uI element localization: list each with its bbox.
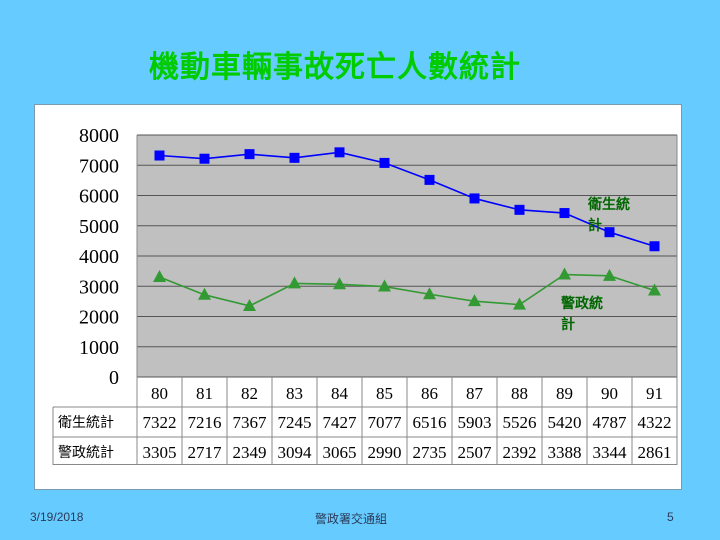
- table-row-header: 衛生統計: [58, 415, 114, 431]
- data-point: [154, 150, 165, 161]
- table-cell: 6516: [413, 413, 447, 432]
- x-tick-label: 90: [601, 384, 618, 403]
- table-cell: 5903: [458, 413, 492, 432]
- table-cell: 3305: [143, 443, 177, 462]
- data-point: [604, 227, 615, 238]
- table-cell: 7367: [233, 413, 268, 432]
- table-cell: 4787: [593, 413, 628, 432]
- table-cell: 2392: [503, 443, 537, 462]
- y-tick-label: 6000: [79, 186, 119, 208]
- table-cell: 7322: [143, 413, 177, 432]
- data-point: [559, 208, 570, 219]
- series-label: 衛生統: [587, 196, 630, 213]
- data-point: [288, 276, 301, 289]
- table-cell: 5526: [503, 413, 537, 432]
- table-cell: 2861: [638, 443, 672, 462]
- x-tick-label: 87: [466, 384, 484, 403]
- data-point: [603, 268, 616, 281]
- y-tick-label: 4000: [79, 246, 119, 268]
- x-tick-label: 91: [646, 384, 663, 403]
- x-tick-label: 82: [241, 384, 258, 403]
- y-tick-label: 8000: [79, 125, 119, 147]
- series-label: 警政統: [561, 295, 603, 312]
- table-cell: 2507: [458, 443, 493, 462]
- y-tick-label: 3000: [79, 276, 119, 298]
- footer-organization: 警政署交通組: [315, 512, 388, 526]
- table-cell: 3065: [323, 443, 357, 462]
- y-axis-ticks: 0 1000 2000 3000 4000 5000 6000 7000 8000: [79, 125, 119, 389]
- table-cell: 2735: [413, 443, 447, 462]
- x-tick-label: 86: [421, 384, 438, 403]
- series-line: [159, 273, 655, 307]
- page-number: 5: [667, 510, 674, 524]
- series-line: [159, 151, 655, 248]
- data-point: [333, 277, 346, 290]
- table-cell: 7216: [188, 413, 222, 432]
- table-cell: 5420: [548, 413, 582, 432]
- x-tick-label: 83: [286, 384, 303, 403]
- x-tick-label: 89: [556, 384, 573, 403]
- data-point: [648, 283, 661, 296]
- line-chart: 0 1000 2000 3000 4000 5000 6000 7000 8000 80 81 82…: [52, 125, 678, 465]
- data-point: [469, 193, 480, 204]
- data-point: [289, 152, 300, 163]
- y-tick-label: 0: [109, 367, 119, 389]
- data-point: [153, 270, 166, 283]
- data-point: [514, 204, 525, 215]
- table-row-header: 警政統計: [58, 445, 114, 461]
- chart-panel: 0 1000 2000 3000 4000 5000 6000 7000 8000 80 81 82…: [34, 104, 682, 490]
- data-point: [423, 287, 436, 300]
- table-cell: 7077: [368, 413, 403, 432]
- table-cell: 2349: [233, 443, 267, 462]
- x-tick-label: 85: [376, 384, 393, 403]
- y-tick-label: 2000: [79, 307, 119, 329]
- table-cell: 2990: [368, 443, 402, 462]
- data-point: [199, 153, 210, 164]
- data-point: [244, 149, 255, 160]
- series-label: 計: [588, 217, 602, 234]
- x-tick-label: 80: [151, 384, 168, 403]
- series-label: 計: [561, 316, 575, 333]
- y-tick-label: 5000: [79, 216, 119, 238]
- data-point: [513, 297, 526, 310]
- series-lines: [153, 147, 661, 311]
- y-tick-label: 1000: [79, 337, 119, 359]
- table-cell: 7245: [278, 413, 312, 432]
- table-cell: 3344: [593, 443, 628, 462]
- data-point: [243, 298, 256, 311]
- table-cell: 3094: [278, 443, 313, 462]
- data-point: [468, 294, 481, 307]
- data-point: [649, 241, 660, 252]
- table-cell: 3388: [548, 443, 582, 462]
- table-cell: 4322: [638, 413, 672, 432]
- slide-title: 機動車輛事故死亡人數統計: [149, 50, 521, 85]
- table-cell: 2717: [188, 443, 223, 462]
- data-point: [424, 174, 435, 185]
- data-point: [378, 279, 391, 292]
- data-point: [334, 147, 345, 158]
- data-point: [198, 287, 211, 300]
- x-tick-label: 81: [196, 384, 213, 403]
- x-tick-label: 84: [331, 384, 349, 403]
- data-point: [379, 157, 390, 168]
- table-cell: 7427: [323, 413, 358, 432]
- footer-date: 3/19/2018: [30, 510, 84, 524]
- y-tick-label: 7000: [79, 155, 119, 177]
- x-tick-label: 88: [511, 384, 528, 403]
- data-point: [558, 267, 571, 280]
